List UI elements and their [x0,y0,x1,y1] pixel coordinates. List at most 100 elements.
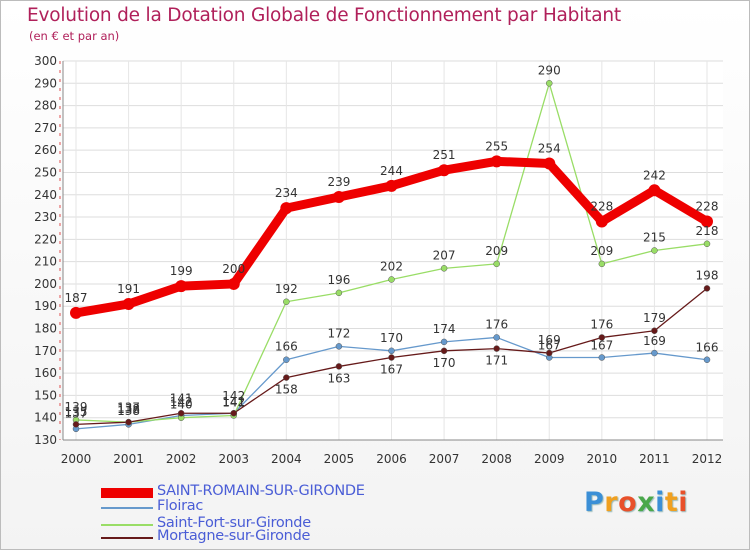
data-label: 167 [590,339,613,353]
data-label: 254 [538,142,561,156]
data-label: 170 [380,331,403,345]
data-label: 187 [65,291,88,305]
data-point [122,298,135,311]
x-tick-label: 2012 [692,452,723,466]
data-point [598,354,606,361]
data-point [651,349,658,357]
y-tick-label: 280 [34,99,57,113]
data-label: 242 [643,168,666,182]
data-point [440,338,448,346]
data-label: 179 [643,311,666,325]
data-point [125,418,132,426]
logo-letter: r [604,487,619,518]
data-label: 196 [327,273,350,287]
data-point [598,260,606,268]
data-point [177,409,185,417]
data-label: 209 [590,244,613,258]
chart-title: Evolution de la Dotation Globale de Fonc… [27,5,621,26]
y-tick-label: 300 [34,54,57,68]
x-tick-label: 2003 [218,452,249,466]
chart-subtitle: (en € et par an) [29,29,120,43]
data-label: 215 [643,231,666,245]
data-label: 239 [327,175,350,189]
y-tick-label: 240 [34,188,57,202]
data-label: 191 [117,282,140,296]
data-label: 290 [538,63,561,77]
x-tick-label: 2006 [376,452,407,466]
data-label: 141 [222,395,245,409]
y-tick-label: 290 [34,76,57,90]
data-label: 170 [433,356,456,370]
data-point [335,363,343,370]
data-label: 138 [117,404,140,418]
y-tick-label: 230 [34,210,57,224]
data-label: 192 [275,282,298,296]
data-point [648,184,661,197]
data-point [598,334,606,341]
logo-letter: i [678,487,689,518]
data-point [595,215,608,228]
legend-swatch [101,488,153,498]
y-tick-label: 220 [34,232,57,246]
data-label: 251 [433,148,456,162]
legend-label: Saint-Fort-sur-Gironde [157,515,311,531]
data-point [703,356,711,363]
data-point [651,327,658,335]
data-point [440,265,448,272]
data-point [493,260,500,268]
plot-area [63,61,723,440]
data-label: 135 [65,405,88,419]
data-point [227,277,240,290]
data-label: 141 [170,391,193,405]
data-point [283,298,290,306]
y-tick-label: 200 [34,277,57,291]
data-point [230,409,237,417]
data-label: 228 [590,200,613,214]
y-tick-label: 190 [34,299,57,313]
logo-letter: o [618,487,638,518]
data-label: 166 [275,340,298,354]
data-label: 166 [696,341,719,355]
x-tick-label: 2001 [113,452,144,466]
data-point [543,157,556,170]
x-tick-label: 2010 [587,452,618,466]
y-tick-label: 210 [34,255,57,269]
legend-label: Floirac [157,498,203,514]
logo-letter: x [637,487,656,518]
data-label: 137 [117,400,140,414]
data-label: 142 [170,395,193,409]
y-tick-label: 170 [34,344,57,358]
data-label: 244 [380,164,403,178]
data-label: 202 [380,259,403,273]
data-label: 139 [65,400,88,414]
data-point [280,202,293,215]
data-label: 171 [485,354,508,368]
y-tick-label: 130 [34,433,57,447]
data-point [703,285,711,292]
logo-letter: t [664,487,679,518]
x-tick-label: 2007 [429,452,460,466]
data-point [332,190,345,203]
legend-swatch [101,524,153,526]
data-point [546,80,553,87]
data-label: 167 [538,339,561,353]
y-tick-label: 160 [34,366,57,380]
legend-swatch [101,537,153,539]
data-label: 137 [65,406,88,420]
data-point [546,349,553,357]
data-label: 169 [538,333,561,347]
legend-label: SAINT-ROMAIN-SUR-GIRONDE [157,483,365,499]
data-point [493,345,500,352]
y-tick-label: 180 [34,322,57,336]
data-point [335,289,343,297]
data-point [175,280,188,293]
x-tick-label: 2000 [61,452,92,466]
data-label: 255 [485,139,508,153]
data-point [490,155,503,168]
y-tick-label: 140 [34,411,57,425]
data-point [388,354,395,361]
x-tick-label: 2009 [534,452,565,466]
data-point [493,334,500,341]
